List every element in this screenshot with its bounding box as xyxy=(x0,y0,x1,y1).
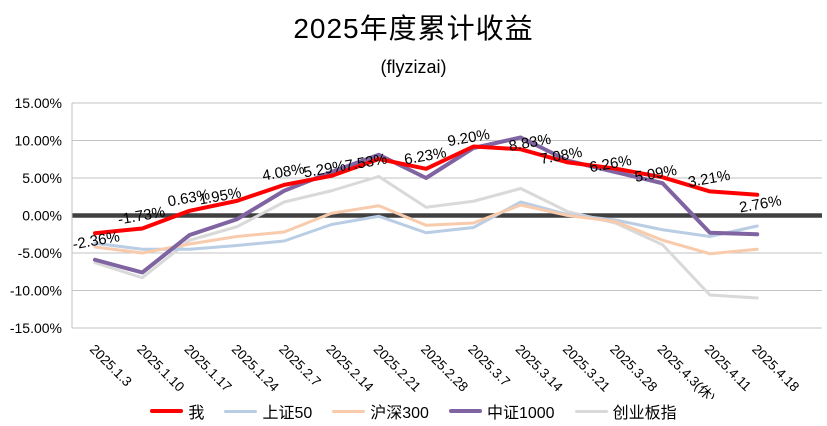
x-axis-label: 2025.2.28 xyxy=(418,342,471,395)
plot-area: 15.00% 10.00% 5.00% 0.00% -5.00% -10.00% -15.0… xyxy=(10,95,822,399)
y-axis-label: -15.00% xyxy=(10,320,62,336)
legend: 我 上证50 沪深300 中证1000 创业板指 xyxy=(0,399,827,423)
x-axis-label: 2025.1.3 xyxy=(87,342,135,390)
x-axis-label: 2025.2.21 xyxy=(371,342,424,395)
x-axis-label: 2025.2.7 xyxy=(276,342,324,390)
legend-item-创业板指[interactable]: 创业板指 xyxy=(574,399,677,423)
x-axis-label: 2025.3.21 xyxy=(560,342,613,395)
y-axis-label: -10.00% xyxy=(10,283,62,299)
y-axis-label: 5.00% xyxy=(22,170,62,186)
data-label: 2.76% xyxy=(738,192,783,216)
legend-label: 上证50 xyxy=(262,405,313,422)
chart-title: 2025年度累计收益 xyxy=(293,13,534,44)
series-line-中证1000 xyxy=(93,135,760,275)
legend-item-沪深300[interactable]: 沪深300 xyxy=(332,399,429,423)
data-label: 7.53% xyxy=(344,151,389,175)
legend-item-上证50[interactable]: 上证50 xyxy=(224,399,312,423)
data-label: 5.09% xyxy=(633,162,678,186)
y-axis-label: 0.00% xyxy=(22,208,62,224)
x-axis-label: 2025.3.7 xyxy=(465,342,513,390)
data-label: -1.73% xyxy=(117,204,167,229)
series-line-我 xyxy=(93,144,760,236)
legend-swatch xyxy=(224,409,258,413)
x-axis-label: 2025.4.18 xyxy=(749,342,802,395)
legend-item-我[interactable]: 我 xyxy=(150,399,204,423)
chart-subtitle: (flyzizai) xyxy=(380,57,447,77)
series-line-上证50 xyxy=(93,200,759,251)
x-axis-label: 2025.2.14 xyxy=(323,342,376,395)
legend-swatch xyxy=(448,409,482,413)
x-axis-label: 2025.3.28 xyxy=(607,342,660,395)
legend-swatch xyxy=(150,409,184,413)
x-axis-label: 2025.1.17 xyxy=(181,342,234,395)
legend-label: 沪深300 xyxy=(370,405,429,422)
legend-label: 中证1000 xyxy=(486,405,555,422)
series-line-创业板指 xyxy=(93,175,759,300)
y-axis-label: -5.00% xyxy=(18,245,62,261)
data-label: 6.23% xyxy=(403,144,448,168)
y-axis-label: 15.00% xyxy=(15,95,62,111)
data-label: 3.21% xyxy=(687,167,732,191)
x-axis-label: 2025.3.14 xyxy=(513,342,566,395)
series-line-沪深300 xyxy=(93,203,759,256)
legend-label: 我 xyxy=(188,405,205,422)
legend-label: 创业板指 xyxy=(612,405,677,422)
y-axis-label: 10.00% xyxy=(15,133,62,149)
x-axis-label: 2025.1.10 xyxy=(134,342,187,395)
legend-swatch xyxy=(332,409,366,413)
legend-swatch xyxy=(574,409,608,413)
legend-item-中证1000[interactable]: 中证1000 xyxy=(448,399,555,423)
x-axis-label: 2025.1.24 xyxy=(229,342,282,395)
